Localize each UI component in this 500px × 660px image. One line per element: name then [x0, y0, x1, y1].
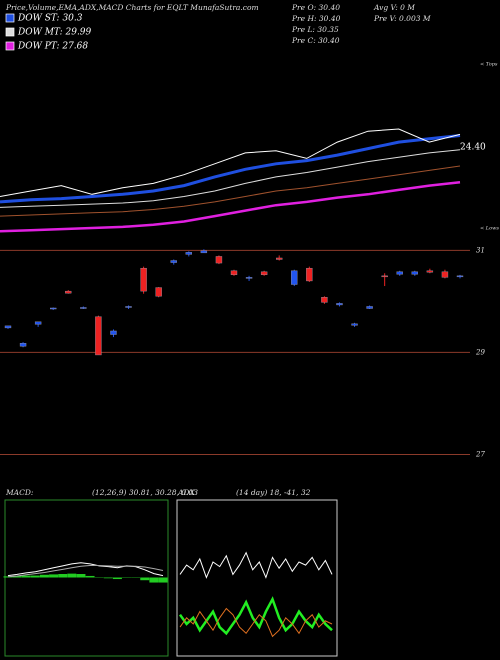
ema-line	[0, 165, 461, 217]
candle-body	[381, 275, 388, 278]
y-tick-label: 31	[476, 246, 485, 254]
ema-line	[0, 149, 461, 208]
histogram-bar	[140, 577, 150, 581]
y-tick-label: 29	[475, 348, 485, 356]
histogram-bar	[39, 574, 49, 578]
histogram-bar	[67, 573, 77, 578]
histogram-bar	[158, 577, 168, 583]
panel-title: MACD:	[5, 488, 34, 497]
candle-body	[50, 307, 57, 310]
candle-body	[125, 306, 132, 308]
candle-body	[396, 271, 403, 275]
panel-subtitle: (12,26,9) 30.81, 30.28, 0.03	[92, 488, 198, 497]
histogram-bar	[30, 575, 40, 578]
legend-swatch	[5, 27, 15, 37]
candle-body	[230, 270, 238, 276]
candle-body	[336, 303, 343, 306]
adx-line	[179, 607, 333, 638]
candle-body	[65, 290, 72, 294]
candle-body	[34, 321, 42, 325]
ema-line	[0, 128, 461, 197]
stat: Pre V: 0.003 M	[373, 14, 431, 23]
candle-body	[170, 260, 177, 263]
panel-subtitle: (14 day) 18, -41, 32	[236, 488, 311, 497]
candle-body	[140, 267, 147, 292]
histogram-bar	[58, 574, 68, 578]
macd-line	[7, 565, 164, 578]
candle-body	[19, 343, 27, 347]
histogram-bar	[49, 574, 59, 578]
candle-body	[306, 267, 313, 282]
stat: Avg V: 0 M	[373, 3, 415, 12]
histogram-bar	[76, 574, 86, 578]
page-title: Price,Volume,EMA,ADX,MACD Charts for EQL…	[5, 3, 259, 12]
stat: Pre H: 30.40	[291, 14, 341, 23]
annotation: < Lows	[480, 226, 499, 232]
candle-body	[456, 275, 464, 278]
histogram-bar	[21, 575, 31, 578]
candle-body	[351, 323, 358, 326]
candle-body	[4, 325, 12, 329]
histogram-bar	[12, 575, 22, 578]
candle-body	[260, 271, 268, 276]
ema-line	[0, 181, 461, 233]
annotation: < Tops	[480, 62, 498, 68]
adx-frame	[176, 499, 338, 657]
candle-body	[110, 330, 117, 335]
candle-body	[215, 256, 223, 264]
adx-line	[178, 596, 333, 636]
candle-body	[80, 307, 87, 309]
y-tick-label: 27	[475, 450, 485, 458]
stat: Pre L: 30.35	[291, 25, 339, 34]
candle-body	[276, 257, 283, 260]
macd-line	[7, 562, 164, 577]
candle-body	[366, 306, 373, 309]
histogram-bar	[3, 576, 13, 578]
candle-body	[411, 271, 418, 275]
histogram-bar	[112, 577, 122, 580]
candle-body	[95, 316, 102, 356]
candle-body	[291, 270, 298, 285]
ema-line	[0, 134, 461, 204]
candle-body	[200, 250, 208, 254]
stat: Pre O: 30.40	[291, 3, 340, 12]
candle-body	[185, 252, 193, 255]
legend-label: DOW ST: 30.3	[17, 14, 83, 24]
panel-title: ADX	[177, 488, 195, 497]
candle-body	[155, 287, 162, 297]
legend-label: DOW PT: 27.68	[17, 42, 88, 52]
legend-label: DOW MT: 29.99	[17, 28, 92, 38]
candle-body	[245, 277, 253, 279]
histogram-bar	[85, 575, 95, 578]
annotation: 24.40	[460, 143, 486, 153]
legend-swatch	[5, 13, 15, 23]
candle-body	[426, 270, 434, 273]
legend-swatch	[5, 41, 15, 51]
histogram-bar	[149, 577, 159, 583]
candle-body	[321, 297, 328, 303]
adx-line	[179, 551, 333, 579]
stat: Pre C: 30.40	[291, 36, 340, 45]
histogram-bar	[103, 577, 113, 579]
candle-body	[441, 271, 449, 278]
